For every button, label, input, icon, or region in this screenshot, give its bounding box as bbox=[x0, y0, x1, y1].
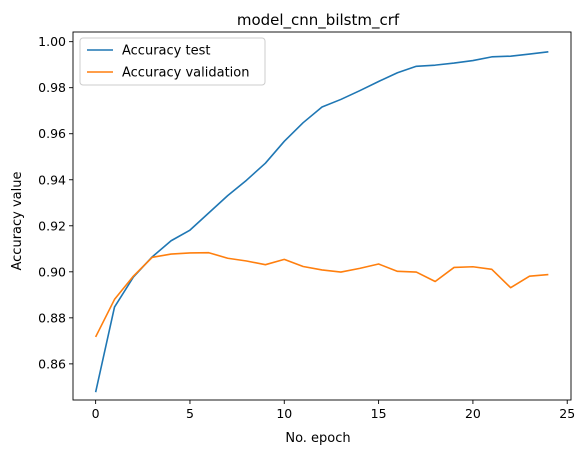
x-tick-label: 25 bbox=[559, 406, 575, 421]
x-tick-label: 20 bbox=[465, 406, 481, 421]
series-line-2 bbox=[94, 251, 549, 338]
y-tick-label: 0.96 bbox=[38, 126, 66, 141]
y-tick-label: 0.88 bbox=[38, 310, 66, 325]
x-tick-label: 0 bbox=[92, 406, 100, 421]
legend-label: Accuracy validation bbox=[122, 66, 250, 81]
chart-title: model_cnn_bilstm_crf bbox=[237, 11, 400, 30]
legend-label: Accuracy test bbox=[122, 44, 210, 59]
x-axis: 0 5 10 15 20 25 bbox=[92, 400, 575, 421]
y-tick-label: 0.86 bbox=[38, 356, 66, 371]
series-line-1 bbox=[94, 50, 549, 393]
y-tick-label: 1.00 bbox=[38, 34, 66, 49]
x-tick-label: 10 bbox=[276, 406, 292, 421]
y-tick-label: 0.98 bbox=[38, 80, 66, 95]
x-tick-label: 15 bbox=[371, 406, 387, 421]
y-tick-label: 0.94 bbox=[38, 172, 66, 187]
y-tick-label: 0.92 bbox=[38, 218, 66, 233]
x-tick-label: 5 bbox=[186, 406, 194, 421]
y-tick-label: 0.90 bbox=[38, 264, 66, 279]
y-axis: 0.86 0.88 0.90 0.92 0.94 0.96 0.98 1.00 bbox=[38, 34, 73, 371]
legend-box bbox=[79, 37, 266, 86]
plot-lines bbox=[94, 50, 549, 393]
plot-frame bbox=[72, 31, 572, 401]
y-axis-label: Accuracy value bbox=[10, 172, 25, 271]
legend: Accuracy test Accuracy validation bbox=[79, 37, 266, 86]
x-axis-label: No. epoch bbox=[285, 431, 350, 446]
